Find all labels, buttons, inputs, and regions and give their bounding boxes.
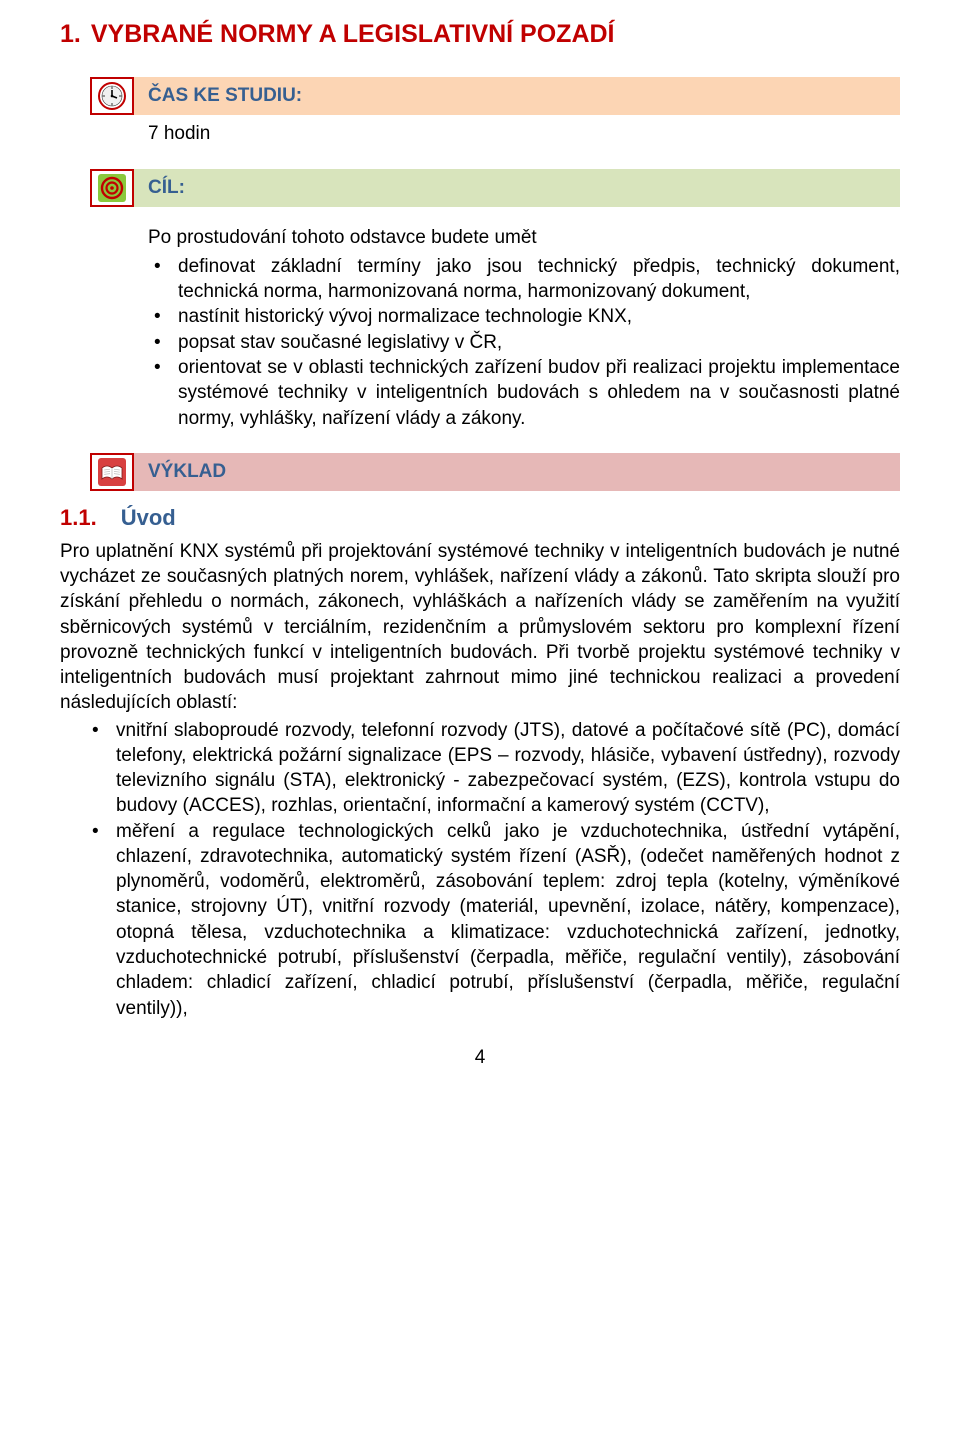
study-time-band: ČAS KE STUDIU: bbox=[90, 77, 900, 115]
chapter-number: 1. bbox=[60, 20, 81, 49]
study-time-label: ČAS KE STUDIU: bbox=[134, 77, 900, 115]
goal-item: orientovat se v oblasti technických zaří… bbox=[178, 355, 900, 431]
goal-item: nastínit historický vývoj normalizace te… bbox=[178, 304, 900, 329]
chapter-title: VYBRANÉ NORMY A LEGISLATIVNÍ POZADÍ bbox=[91, 20, 615, 49]
intro-bullet: vnitřní slaboproudé rozvody, telefonní r… bbox=[116, 718, 900, 819]
explanation-label: VÝKLAD bbox=[134, 453, 900, 491]
goal-item: definovat základní termíny jako jsou tec… bbox=[178, 254, 900, 305]
section-number: 1.1. bbox=[60, 505, 97, 531]
goal-content: Po prostudování tohoto odstavce budete u… bbox=[148, 225, 900, 431]
chapter-heading: 1. VYBRANÉ NORMY A LEGISLATIVNÍ POZADÍ bbox=[60, 20, 900, 49]
intro-bullet: měření a regulace technologických celků … bbox=[116, 819, 900, 1021]
goal-list: definovat základní termíny jako jsou tec… bbox=[148, 254, 900, 431]
goal-item: popsat stav současné legislativy v ČR, bbox=[178, 330, 900, 355]
book-icon bbox=[90, 453, 134, 491]
intro-paragraph: Pro uplatnění KNX systémů při projektová… bbox=[60, 539, 900, 716]
goal-band: CÍL: bbox=[90, 169, 900, 207]
page-number: 4 bbox=[60, 1047, 900, 1069]
target-icon bbox=[90, 169, 134, 207]
study-time-value: 7 hodin bbox=[148, 121, 900, 147]
goal-lead: Po prostudování tohoto odstavce budete u… bbox=[148, 225, 900, 250]
section-title: Úvod bbox=[121, 505, 176, 531]
goal-label: CÍL: bbox=[134, 169, 900, 207]
explanation-band: VÝKLAD bbox=[90, 453, 900, 491]
intro-bullet-list: vnitřní slaboproudé rozvody, telefonní r… bbox=[60, 718, 900, 1021]
clock-icon bbox=[90, 77, 134, 115]
section-heading: 1.1. Úvod bbox=[60, 505, 900, 531]
